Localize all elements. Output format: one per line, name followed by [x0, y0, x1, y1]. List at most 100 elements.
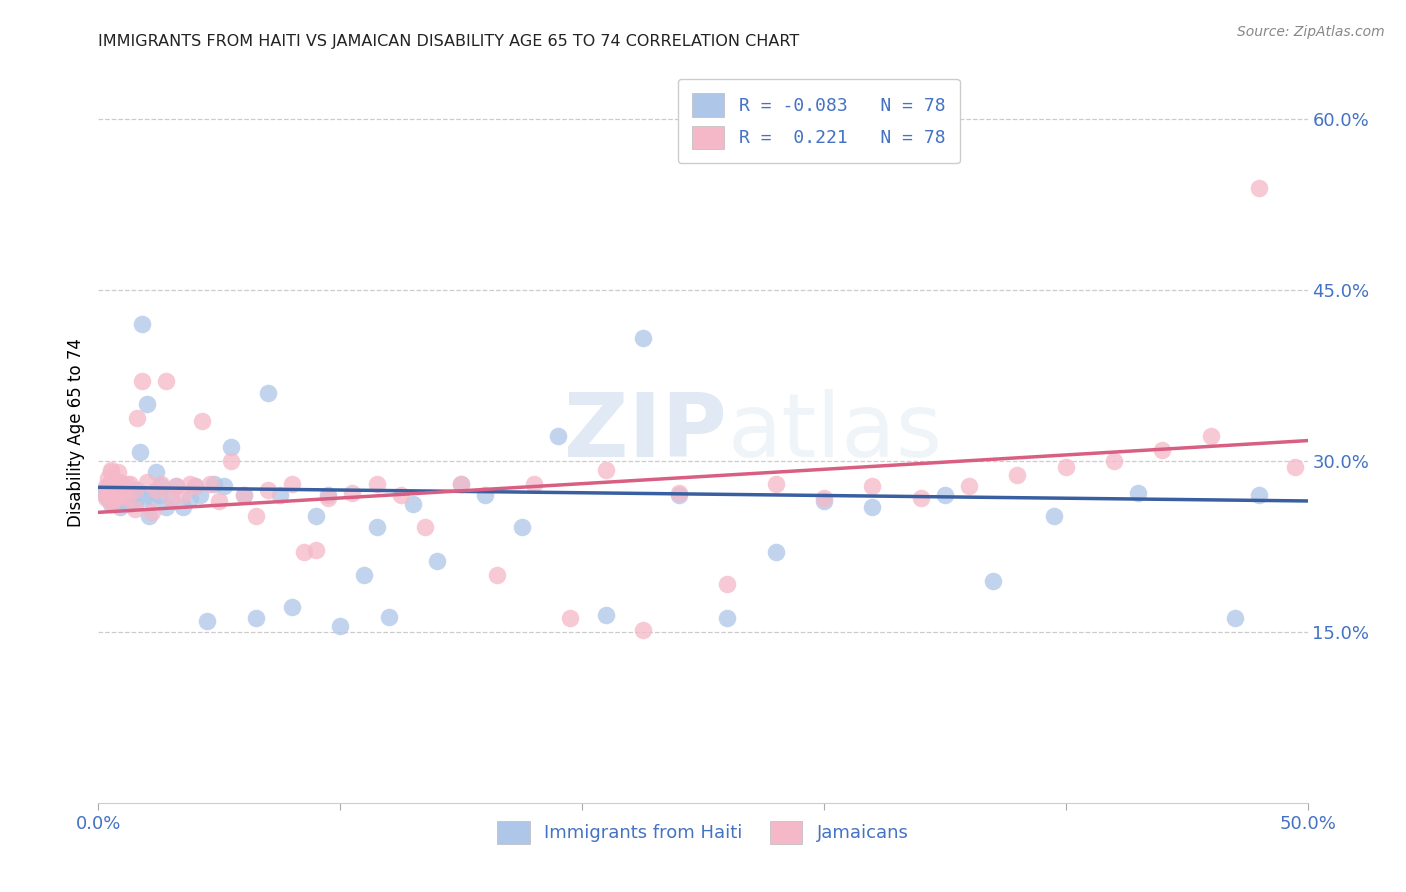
Point: [150, 479, 173, 493]
Point: [100, 488, 122, 502]
Point: [474, 488, 496, 502]
Point: [316, 488, 339, 502]
Point: [366, 520, 388, 534]
Point: [134, 491, 156, 505]
Point: [111, 486, 134, 500]
Point: [138, 508, 160, 523]
Point: [256, 483, 278, 497]
Point: [179, 476, 201, 491]
Point: [97, 486, 120, 500]
Point: [179, 491, 201, 505]
Point: [107, 476, 129, 491]
Point: [111, 486, 134, 500]
Point: [510, 520, 533, 534]
Point: [111, 488, 134, 502]
Point: [1102, 454, 1125, 468]
Point: [377, 610, 399, 624]
Text: ZIP: ZIP: [564, 389, 727, 476]
Point: [148, 488, 170, 502]
Point: [127, 410, 149, 425]
Point: [329, 619, 352, 633]
Point: [204, 476, 226, 491]
Point: [100, 497, 122, 511]
Point: [100, 491, 122, 505]
Point: [160, 491, 183, 505]
Point: [127, 483, 149, 497]
Point: [547, 429, 569, 443]
Point: [145, 466, 167, 480]
Point: [108, 483, 131, 497]
Point: [131, 318, 153, 332]
Point: [104, 479, 127, 493]
Point: [135, 397, 157, 411]
Point: [366, 476, 388, 491]
Point: [104, 491, 127, 505]
Point: [221, 441, 243, 455]
Point: [104, 486, 127, 500]
Point: [100, 466, 122, 480]
Point: [413, 520, 436, 534]
Point: [100, 488, 122, 502]
Point: [716, 577, 738, 591]
Point: [124, 494, 146, 508]
Point: [124, 483, 146, 497]
Point: [450, 476, 472, 491]
Point: [195, 614, 218, 628]
Point: [94, 488, 117, 502]
Point: [957, 479, 980, 493]
Point: [910, 491, 932, 505]
Point: [131, 375, 153, 389]
Point: [208, 494, 231, 508]
Point: [165, 479, 187, 493]
Point: [118, 497, 141, 511]
Point: [100, 494, 122, 508]
Point: [135, 475, 157, 489]
Point: [160, 491, 183, 505]
Point: [1199, 429, 1222, 443]
Point: [117, 491, 139, 505]
Point: [124, 502, 146, 516]
Point: [813, 491, 835, 505]
Point: [100, 479, 122, 493]
Point: [631, 623, 654, 637]
Point: [118, 476, 141, 491]
Point: [150, 476, 173, 491]
Point: [523, 476, 546, 491]
Point: [155, 375, 177, 389]
Point: [221, 454, 243, 468]
Point: [121, 488, 143, 502]
Point: [100, 476, 122, 491]
Point: [100, 494, 122, 508]
Point: [100, 483, 122, 497]
Point: [101, 487, 124, 501]
Point: [402, 497, 425, 511]
Point: [111, 491, 134, 506]
Point: [595, 463, 617, 477]
Point: [184, 479, 207, 493]
Point: [117, 491, 139, 505]
Point: [426, 554, 449, 568]
Point: [111, 479, 134, 493]
Point: [97, 491, 120, 505]
Point: [94, 483, 117, 497]
Point: [141, 491, 163, 505]
Point: [94, 491, 117, 505]
Point: [107, 494, 129, 508]
Point: [100, 463, 122, 477]
Point: [104, 491, 127, 505]
Point: [1249, 488, 1271, 502]
Point: [97, 486, 120, 500]
Point: [155, 500, 177, 514]
Point: [97, 483, 120, 497]
Point: [1223, 611, 1246, 625]
Text: IMMIGRANTS FROM HAITI VS JAMAICAN DISABILITY AGE 65 TO 74 CORRELATION CHART: IMMIGRANTS FROM HAITI VS JAMAICAN DISABI…: [98, 34, 800, 49]
Point: [595, 607, 617, 622]
Point: [245, 611, 267, 625]
Point: [212, 479, 235, 493]
Point: [450, 476, 472, 491]
Point: [813, 494, 835, 508]
Point: [765, 545, 787, 559]
Point: [94, 486, 117, 500]
Point: [631, 331, 654, 345]
Point: [305, 508, 328, 523]
